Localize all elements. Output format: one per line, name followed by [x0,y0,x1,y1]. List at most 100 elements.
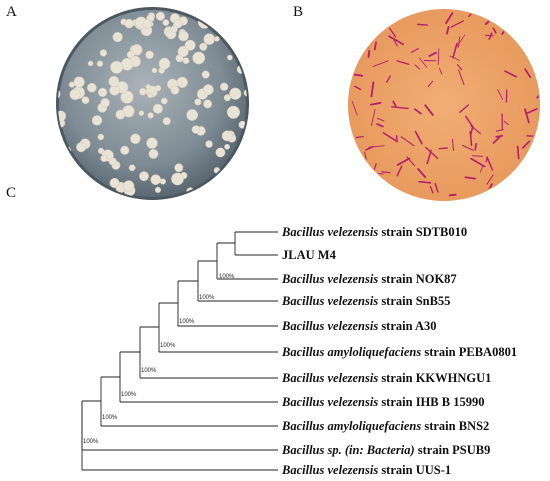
rod-cell [488,183,493,190]
rod-cell [451,138,455,151]
colony [216,8,226,17]
rod-cell [376,123,384,128]
rod-cell [445,12,454,25]
colony [69,88,81,101]
colony [237,180,248,193]
rod-cell [391,106,409,110]
rod-cell [495,129,504,132]
taxon-label: Bacillus velezensis strain SDTB010 [281,225,467,239]
rod-cell [348,46,357,57]
colony [162,117,171,126]
rod-cell [445,25,450,35]
rod-cell [410,48,419,54]
taxon-label: Bacillus velezensis strain UUS-1 [281,463,451,477]
colony [199,188,212,199]
colony [131,44,143,56]
colony [186,109,199,121]
colony [147,92,153,99]
panel-label-b: B [293,4,304,20]
rod-cell [396,157,411,166]
rod-cell [383,14,391,16]
rod-cell [392,100,397,107]
colony [138,110,145,116]
colony [227,54,233,61]
rod-cell [429,185,434,194]
colony [87,60,94,67]
rod-cell [480,165,483,173]
rod-cell [370,101,382,106]
rod-cell [503,120,509,126]
rod-cell [457,36,461,48]
colony [112,31,123,43]
rod-cell [434,182,439,193]
rod-cell [524,68,532,79]
colony [155,11,165,21]
rod-cell [486,174,494,185]
colony-plate-image [55,6,250,201]
colony [215,21,223,28]
taxon-label: Bacillus amyloliquefaciens strain PEBA08… [281,345,517,359]
colony [229,8,237,14]
bootstrap-value: 100% [179,319,195,325]
colony [64,190,75,199]
colony [96,8,107,12]
rod-cell [525,108,538,115]
colony [205,140,213,148]
rod-cell [418,180,432,184]
colony [123,180,135,192]
colony [130,133,141,145]
colony [199,42,208,51]
colony [173,19,183,29]
bootstrap-value: 100% [141,368,157,374]
colony [239,173,246,180]
panel-label-c: C [6,185,17,201]
colony [120,145,130,155]
rod-cell [514,176,527,188]
rod-cell [396,165,403,177]
colony [202,84,214,96]
rod-cell [370,81,375,98]
colony [207,183,215,192]
micrograph-field [347,8,541,202]
rod-cell [414,108,422,115]
colony [221,130,233,142]
colony [128,164,136,172]
colony [171,172,184,186]
colony [146,137,158,149]
colony [178,30,189,42]
rod-cell [464,176,476,180]
taxon-label: Bacillus amyloliquefaciens strain BNS2 [281,419,489,433]
colony [162,19,170,26]
rod-cell [504,183,519,191]
rod-cell [448,193,457,197]
rod-cell [437,48,440,66]
rod-cell [428,51,437,57]
colony [100,154,108,163]
rod-cell [373,41,377,51]
colony [76,142,87,153]
rod-cell [486,156,494,171]
bootstrap-value: 100% [102,415,118,421]
rod-cell [484,34,494,37]
rod-cell [354,85,362,91]
colony [174,163,184,173]
rod-cell [524,108,530,124]
colony [182,57,190,65]
taxon-label: JLAU M4 [282,248,337,262]
rod-cell [465,115,475,129]
colony [214,36,220,42]
rod-cell [456,64,463,71]
colony [96,60,104,67]
rod-cell [461,144,474,151]
rod-cell [534,178,538,187]
gram-stain-micrograph [347,8,541,202]
colony [57,163,63,177]
colony [108,75,120,87]
rod-cell [527,157,535,174]
rod-cell [406,156,416,167]
colony [184,39,196,51]
colony [226,105,241,119]
rod-cell [358,9,366,15]
rod-cell [427,80,434,88]
rod-cell [522,140,531,149]
